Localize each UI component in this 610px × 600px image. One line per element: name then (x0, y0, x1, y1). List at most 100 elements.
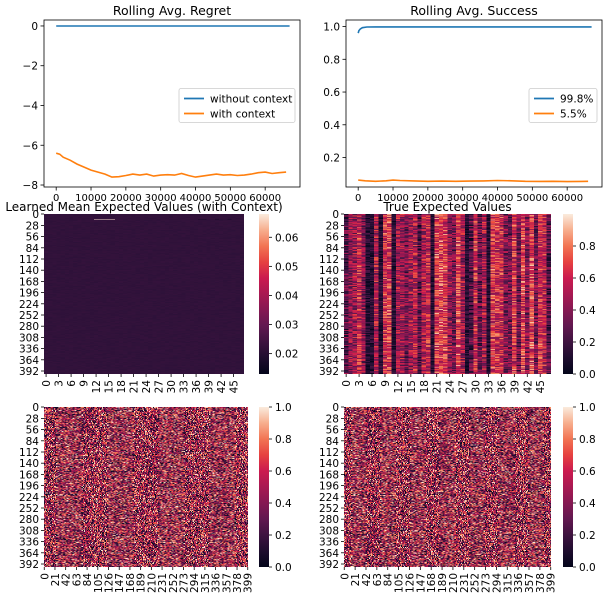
x-tick-label: 24 (445, 380, 457, 394)
colorbar-gradient (259, 214, 269, 374)
y-tick-label: 252 (319, 503, 339, 515)
y-tick-label: 168 (19, 276, 39, 288)
y-tick-label: 0 (332, 402, 339, 414)
x-tick-label: 0 (355, 193, 361, 204)
y-tick-label: −6 (23, 140, 39, 152)
y-tick-label: 280 (319, 321, 339, 333)
x-tick-label: 30 (471, 380, 483, 393)
x-tick-label: 20000 (110, 193, 142, 204)
x-tick-label: 336 (513, 573, 525, 593)
x-tick-label: 399 (546, 573, 558, 593)
colorbar-tick-label: 0.0 (275, 562, 292, 574)
x-tick-label: 21 (432, 380, 444, 393)
y-tick-label: 140 (19, 458, 39, 470)
y-tick-label: 140 (319, 265, 339, 277)
x-tick-label: 42 (61, 573, 73, 586)
heatmap-cells (344, 407, 551, 567)
colorbar-tick-label: 0.04 (275, 290, 299, 302)
legend-label: 99.8% (560, 93, 593, 105)
y-tick-label: 308 (319, 525, 339, 537)
x-tick-label: 20000 (412, 193, 444, 204)
x-tick-label: 36 (496, 380, 508, 394)
legend-label: with context (210, 108, 275, 120)
learned-heatmap: Learned Mean Expected Values (with Conte… (5, 200, 298, 393)
y-tick-label: 0.6 (323, 87, 340, 99)
y-tick-label: 196 (19, 288, 39, 300)
y-tick-label: 168 (19, 469, 39, 481)
y-tick-label: 280 (319, 514, 339, 526)
y-tick-label: 168 (319, 469, 339, 481)
success-chart: Rolling Avg. Success 0 10000 20000 30000 4000… (323, 3, 603, 204)
heatmap-cells (44, 407, 248, 567)
noise_left-heatmap: 0285684112140168196224252280308336364392… (19, 402, 292, 593)
x-tick-label: 357 (221, 573, 233, 593)
x-tick-label: 50000 (214, 193, 246, 204)
x-tick-label: 147 (415, 573, 427, 593)
x-tick-label: 24 (141, 380, 153, 394)
colorbar-gradient (563, 214, 573, 374)
y-tick-label: 308 (19, 332, 39, 344)
y-tick-label: 364 (319, 548, 339, 560)
colorbar-tick-label: 0.4 (579, 305, 596, 317)
x-tick-label: 39 (204, 380, 216, 393)
x-tick-label: 252 (168, 573, 180, 593)
y-tick-label: 0 (32, 402, 39, 414)
legend-box (178, 88, 296, 123)
colorbar-tick-label: 0.2 (579, 337, 596, 349)
x-tick-label: 42 (522, 380, 534, 393)
x-tick-label: 399 (243, 573, 255, 593)
x-tick-label: 189 (136, 573, 148, 593)
colorbar: 1.0 0.8 0.6 0.4 0.2 0.0 (563, 402, 596, 574)
x-tick-label: 30000 (447, 193, 479, 204)
y-tick-label: 252 (19, 310, 39, 322)
y-tick-label: 0 (332, 209, 339, 221)
colorbar-tick-label: 0.0 (579, 562, 596, 574)
y-tick-label: 112 (319, 254, 339, 266)
y-tick-label: 392 (19, 559, 39, 571)
x-tick-label: 10000 (377, 193, 409, 204)
x-tick-label: 36 (191, 380, 203, 394)
x-tick-label: 21 (50, 573, 62, 586)
y-tick-label: 336 (319, 537, 339, 549)
x-tick-label: 63 (372, 573, 384, 586)
chart-title: Learned Mean Expected Values (with Conte… (5, 200, 282, 214)
y-tick-label: −8 (23, 180, 38, 192)
y-tick-label: 1.0 (323, 22, 340, 34)
x-tick-label: 6 (66, 380, 78, 387)
y-tick-label: 84 (326, 436, 340, 448)
series-line-0 (357, 26, 592, 34)
colorbar-tick-label: 0.4 (579, 498, 596, 510)
x-tick-label: 30 (166, 380, 178, 393)
x-tick-label: 294 (491, 573, 503, 593)
x-tick-label: 315 (200, 573, 212, 593)
y-tick-label: 392 (319, 559, 339, 571)
x-tick-label: 21 (350, 573, 362, 586)
chart-title: Rolling Avg. Regret (113, 3, 231, 18)
chart-title: True Expected Values (382, 200, 511, 214)
y-tick-label: 56 (326, 425, 340, 437)
x-tick-label: 40000 (180, 193, 212, 204)
y-tick-label: 336 (19, 344, 39, 356)
colorbar-tick-label: 0.6 (579, 466, 596, 478)
colorbar-tick-label: 0.02 (275, 349, 298, 361)
y-tick-label: 0.2 (323, 153, 340, 165)
y-tick-label: 0.4 (323, 120, 340, 132)
x-tick-label: 315 (502, 573, 514, 593)
x-tick-label: 0 (39, 573, 51, 580)
y-tick-label: 0 (32, 209, 39, 221)
x-tick-label: 168 (426, 573, 438, 593)
y-tick-label: 84 (26, 243, 40, 255)
x-tick-label: 126 (104, 573, 116, 593)
x-tick-label: 147 (114, 573, 126, 593)
colorbar-tick-label: 1.0 (579, 402, 596, 414)
y-tick-label: 364 (19, 548, 39, 560)
y-tick-label: 308 (319, 332, 339, 344)
x-tick-label: 273 (178, 573, 190, 593)
heatmap-cells (344, 214, 551, 374)
x-tick-label: 189 (437, 573, 449, 593)
series-line-1 (55, 152, 287, 178)
legend: without context with context (178, 88, 296, 123)
y-tick-label: 28 (326, 413, 339, 425)
colorbar: 0.8 0.6 0.4 0.2 0.0 (563, 214, 596, 381)
y-tick-label: −2 (23, 61, 38, 73)
